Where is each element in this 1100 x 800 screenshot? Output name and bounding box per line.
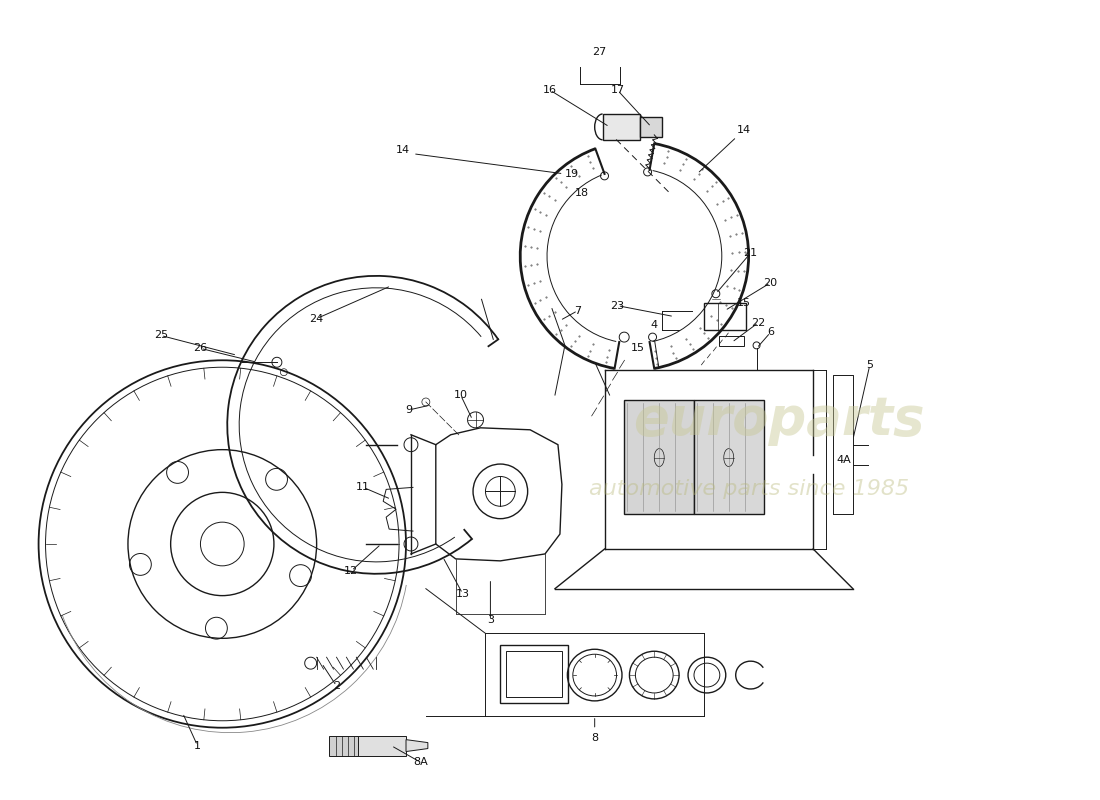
Text: 17: 17 (610, 85, 625, 95)
Text: 18: 18 (574, 189, 589, 198)
Text: 11: 11 (356, 482, 371, 492)
Text: 1: 1 (194, 741, 201, 750)
Bar (356, 736, 406, 755)
Bar (329, 736, 359, 755)
Bar (500, 646, 568, 703)
Text: 5: 5 (867, 360, 873, 370)
Bar (704, 302, 746, 330)
Text: 7: 7 (574, 306, 582, 316)
Bar (640, 117, 662, 137)
Text: 6: 6 (767, 327, 774, 338)
Text: 25: 25 (154, 330, 168, 341)
Bar (694, 400, 763, 514)
Text: 19: 19 (564, 169, 579, 178)
Text: 14: 14 (737, 125, 750, 135)
Bar (718, 337, 744, 346)
Text: 20: 20 (763, 278, 778, 288)
Text: 27: 27 (593, 47, 607, 58)
Text: 22: 22 (751, 318, 766, 327)
Text: 12: 12 (344, 566, 359, 576)
Text: 8A: 8A (414, 758, 428, 767)
Bar (506, 651, 562, 697)
Text: 15: 15 (630, 343, 645, 354)
Text: 21: 21 (744, 248, 758, 258)
Bar (625, 400, 694, 514)
Text: 8: 8 (591, 733, 598, 742)
Text: 23: 23 (610, 301, 625, 310)
Text: 26: 26 (194, 343, 208, 354)
Text: 24: 24 (309, 314, 323, 323)
Polygon shape (406, 740, 428, 751)
Text: automotive parts since 1985: automotive parts since 1985 (588, 479, 909, 499)
Text: europarts: europarts (632, 394, 924, 446)
Text: 3: 3 (487, 615, 494, 626)
Text: 16: 16 (543, 85, 557, 95)
Text: 4: 4 (651, 321, 658, 330)
Text: 13: 13 (455, 589, 470, 598)
Text: 2: 2 (333, 681, 340, 691)
Text: 4A: 4A (836, 454, 850, 465)
Bar (603, 114, 640, 140)
Text: 10: 10 (453, 390, 468, 400)
Text: 9: 9 (406, 405, 412, 415)
Text: 15: 15 (737, 298, 750, 308)
Text: 14: 14 (396, 145, 410, 154)
